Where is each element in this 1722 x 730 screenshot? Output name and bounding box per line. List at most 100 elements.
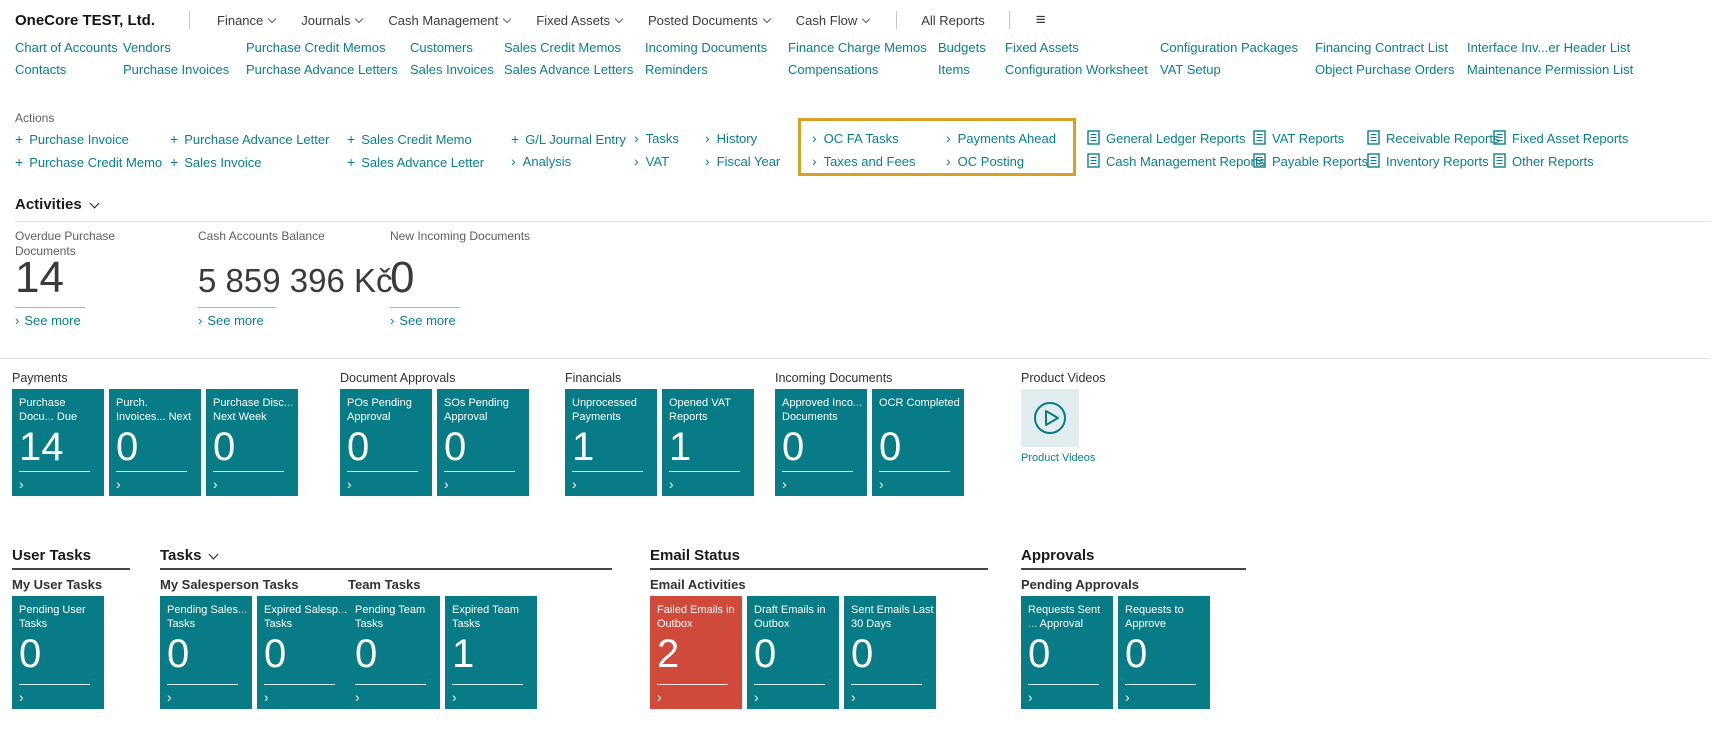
menu-fixed-assets[interactable]: Fixed Assets [536, 13, 624, 28]
activities-header[interactable]: Activities [15, 196, 100, 213]
report-link[interactable]: Fixed Asset Reports [1493, 130, 1628, 146]
nav-link[interactable]: Finance Charge Memos [788, 40, 927, 55]
chevron-right-icon: › [634, 130, 639, 146]
report-link[interactable]: Other Reports [1493, 153, 1594, 169]
all-reports-link[interactable]: All Reports [921, 12, 985, 28]
cue-tile[interactable]: Unprocessed Payments 1 › [565, 389, 657, 496]
action-new[interactable]: + Sales Advance Letter [347, 154, 485, 170]
nav-link[interactable]: Contacts [15, 62, 67, 77]
kpi-value[interactable]: 14 [15, 253, 64, 302]
nav-link[interactable]: Vendors [123, 40, 171, 55]
cue-tile[interactable]: Expired Salesp... Tasks 0 › [257, 596, 349, 709]
action-group[interactable]: › OC FA Tasks [812, 130, 899, 146]
action-new[interactable]: + G/L Journal Entry [511, 131, 626, 147]
action-group[interactable]: › Taxes and Fees [812, 153, 916, 169]
menu-journals[interactable]: Journals [301, 13, 364, 28]
see-more-link[interactable]: › See more [198, 313, 264, 328]
see-more-link[interactable]: › See more [390, 313, 456, 328]
cue-group-label: Team Tasks [348, 577, 421, 592]
report-link[interactable]: Receivable Reports [1367, 130, 1499, 146]
nav-link[interactable]: Reminders [645, 62, 708, 77]
cue-tile[interactable]: Pending User Tasks 0 › [12, 596, 104, 709]
cue-tile[interactable]: Approved Inco... Documents 0 › [775, 389, 867, 496]
plus-icon: + [15, 154, 24, 170]
action-group[interactable]: › Tasks [634, 130, 679, 146]
menu-cash-management[interactable]: Cash Management [388, 13, 512, 28]
nav-link[interactable]: Purchase Advance Letters [246, 62, 398, 77]
report-link[interactable]: General Ledger Reports [1087, 130, 1245, 146]
cue-tile[interactable]: Requests to Approve 0 › [1118, 596, 1210, 709]
nav-link[interactable]: Incoming Documents [645, 40, 768, 55]
nav-link[interactable]: Purchase Credit Memos [246, 40, 386, 55]
cue-tile[interactable]: Expired Team Tasks 1 › [445, 596, 537, 709]
cue-tile[interactable]: POs Pending Approval 0 › [340, 389, 432, 496]
product-videos-link[interactable]: Product Videos [1021, 452, 1096, 464]
menu-icon[interactable]: ≡ [1035, 10, 1046, 29]
nav-link[interactable]: Object Purchase Orders [1315, 62, 1455, 77]
chevron-right-icon: › [705, 153, 710, 169]
product-videos-tile[interactable] [1021, 389, 1079, 447]
nav-link[interactable]: Sales Invoices [410, 62, 494, 77]
nav-link[interactable]: Items [938, 62, 970, 77]
action-group[interactable]: › Payments Ahead [946, 130, 1056, 146]
cue-tile-alert[interactable]: Failed Emails in Outbox 2 › [650, 596, 742, 709]
action-new[interactable]: + Purchase Advance Letter [170, 131, 330, 147]
action-group[interactable]: › VAT [634, 153, 670, 169]
cue-tile[interactable]: Opened VAT Reports 1 › [662, 389, 754, 496]
cue-tile[interactable]: OCR Completed 0 › [872, 389, 964, 496]
divider [896, 11, 898, 29]
cue-tile[interactable]: Pending Sales... Tasks 0 › [160, 596, 252, 709]
nav-link[interactable]: Interface Inv...er Header List [1467, 40, 1631, 55]
menu-posted-documents[interactable]: Posted Documents [648, 13, 772, 28]
action-new[interactable]: + Sales Credit Memo [347, 131, 472, 147]
nav-link[interactable]: Compensations [788, 62, 879, 77]
highlight-box [798, 118, 1076, 176]
cue-tile[interactable]: SOs Pending Approval 0 › [437, 389, 529, 496]
company-name: OneCore TEST, Ltd. [15, 11, 156, 29]
plus-icon: + [347, 131, 356, 147]
cue-group-label: My Salesperson Tasks [160, 577, 299, 592]
nav-link[interactable]: Sales Advance Letters [504, 62, 634, 77]
nav-link[interactable]: Customers [410, 40, 473, 55]
nav-link[interactable]: Configuration Worksheet [1005, 62, 1148, 77]
nav-link[interactable]: VAT Setup [1160, 62, 1221, 77]
cue-tile[interactable]: Purchase Docu... Due Today 14 › [12, 389, 104, 496]
action-new[interactable]: + Sales Invoice [170, 154, 262, 170]
nav-link[interactable]: Configuration Packages [1160, 40, 1299, 55]
chevron-down-icon [762, 14, 772, 23]
report-link[interactable]: Payable Reports [1253, 153, 1368, 169]
report-link[interactable]: Inventory Reports [1367, 153, 1489, 169]
kpi-value[interactable]: 5 859 396 Kč [198, 262, 393, 299]
chevron-right-icon: › [1028, 689, 1033, 705]
menu-finance[interactable]: Finance [217, 13, 277, 28]
chevron-right-icon: › [19, 689, 24, 705]
nav-link[interactable]: Chart of Accounts [15, 40, 118, 55]
nav-link[interactable]: Budgets [938, 40, 986, 55]
cue-tile[interactable]: Draft Emails in Outbox 0 › [747, 596, 839, 709]
cue-tile[interactable]: Purchase Disc... Next Week 0 › [206, 389, 298, 496]
cue-tile[interactable]: Sent Emails Last 30 Days 0 › [844, 596, 936, 709]
action-new[interactable]: + Purchase Credit Memo [15, 154, 163, 170]
cue-tile[interactable]: Purch. Invoices... Next Week 0 › [109, 389, 201, 496]
kpi-value[interactable]: 0 [390, 253, 415, 302]
cue-tile[interactable]: Pending Team Tasks 0 › [348, 596, 440, 709]
plus-icon: + [511, 131, 520, 147]
action-group[interactable]: › OC Posting [946, 153, 1025, 169]
chevron-down-icon [89, 198, 100, 208]
action-group[interactable]: › Fiscal Year [705, 153, 781, 169]
tasks-header[interactable]: Tasks [160, 547, 219, 564]
menu-cash-flow[interactable]: Cash Flow [796, 13, 871, 28]
nav-link[interactable]: Purchase Invoices [123, 62, 230, 77]
nav-link[interactable]: Maintenance Permission List [1467, 62, 1634, 77]
action-new[interactable]: + Purchase Invoice [15, 131, 129, 147]
action-group[interactable]: › Analysis [511, 153, 572, 169]
report-icon [1493, 153, 1506, 168]
action-group[interactable]: › History [705, 130, 758, 146]
nav-link[interactable]: Sales Credit Memos [504, 40, 622, 55]
nav-link[interactable]: Fixed Assets [1005, 40, 1079, 55]
report-link[interactable]: VAT Reports [1253, 130, 1344, 146]
cue-tile[interactable]: Requests Sent ... Approval 0 › [1021, 596, 1113, 709]
report-link[interactable]: Cash Management Reports [1087, 153, 1265, 169]
nav-link[interactable]: Financing Contract List [1315, 40, 1448, 55]
see-more-link[interactable]: › See more [15, 313, 81, 328]
